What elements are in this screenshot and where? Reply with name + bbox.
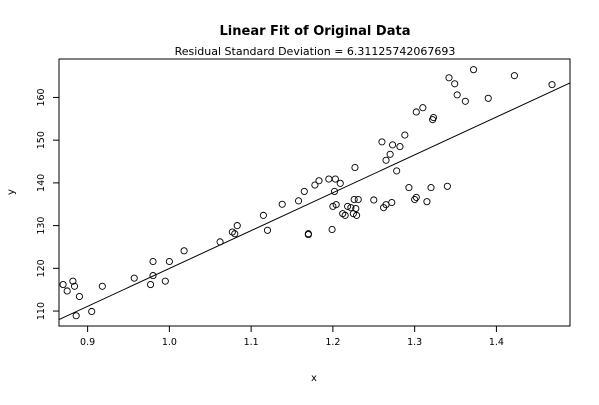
data-point	[328, 225, 336, 234]
data-point	[393, 167, 401, 175]
data-point	[453, 91, 461, 99]
data-point	[412, 108, 420, 116]
y-tick-label: 160	[36, 88, 47, 106]
data-point	[149, 272, 157, 280]
data-point	[330, 187, 339, 195]
data-point	[72, 312, 80, 320]
data-point	[231, 230, 239, 238]
data-point	[352, 204, 360, 213]
data-point	[332, 201, 340, 209]
x-tick-label: 1.4	[489, 337, 504, 348]
y-tick-label: 110	[36, 302, 47, 320]
y-axis-label: y	[6, 189, 17, 195]
y-tick-label: 130	[36, 217, 47, 235]
data-point	[548, 81, 556, 89]
data-point	[386, 150, 394, 158]
data-point	[427, 184, 435, 192]
data-point	[59, 281, 67, 289]
data-point	[216, 238, 224, 246]
data-point	[370, 196, 378, 204]
data-point	[401, 131, 409, 139]
data-point	[147, 281, 155, 289]
data-point	[315, 177, 323, 185]
data-point	[350, 195, 358, 204]
data-point	[336, 179, 344, 187]
data-point	[180, 247, 188, 255]
data-point	[70, 282, 79, 290]
data-point	[161, 277, 169, 285]
data-point	[484, 94, 492, 102]
data-point	[353, 211, 361, 219]
x-tick-label: 1.3	[407, 337, 422, 348]
data-point	[63, 287, 71, 295]
data-point	[344, 202, 352, 210]
data-point	[351, 163, 359, 172]
data-point	[443, 182, 451, 190]
data-point	[329, 202, 337, 210]
data-point	[331, 175, 339, 183]
x-tick-label: 0.9	[80, 337, 95, 348]
data-point	[382, 156, 390, 164]
data-point	[278, 200, 286, 208]
x-axis: 0.9 1.0 1.1 1.2 1.3 1.4	[80, 326, 504, 348]
data-point	[354, 195, 362, 204]
data-point	[510, 72, 518, 80]
data-point	[405, 184, 413, 192]
data-points	[59, 66, 556, 320]
data-point	[423, 198, 431, 206]
y-axis: 110 120 130 140 150 160	[36, 88, 59, 320]
data-point	[300, 187, 308, 195]
fit-line-group	[58, 82, 571, 321]
y-tick-label: 150	[36, 131, 47, 149]
data-point	[69, 277, 77, 285]
fit-line	[58, 82, 571, 321]
data-point	[311, 181, 319, 189]
data-point	[445, 74, 453, 82]
chart-title: Linear Fit of Original Data	[220, 24, 411, 39]
data-point	[389, 141, 397, 149]
plot-area-frame	[58, 58, 571, 327]
data-point	[75, 292, 83, 301]
data-point	[469, 66, 478, 74]
data-point	[165, 257, 173, 266]
data-point	[263, 226, 272, 234]
chart-subtitle: Residual Standard Deviation = 6.31125742…	[175, 45, 456, 58]
data-point	[98, 282, 106, 290]
data-point	[304, 230, 312, 238]
data-point	[341, 211, 349, 219]
data-point	[461, 97, 469, 105]
data-point	[412, 193, 420, 201]
data-point	[419, 104, 427, 112]
data-point	[429, 113, 438, 122]
data-point	[259, 211, 267, 219]
data-point	[451, 80, 459, 88]
x-tick-label: 1.2	[325, 337, 340, 348]
y-tick-label: 140	[36, 174, 47, 192]
data-point	[233, 222, 241, 230]
data-point	[347, 204, 355, 212]
data-point	[295, 197, 303, 205]
data-point	[388, 198, 396, 207]
data-point	[130, 274, 138, 282]
data-point	[88, 307, 96, 316]
x-axis-label: x	[311, 373, 317, 384]
x-tick-label: 1.1	[244, 337, 259, 348]
data-point	[378, 138, 386, 146]
data-point	[411, 195, 419, 204]
x-tick-label: 1.0	[162, 337, 177, 348]
y-tick-label: 120	[36, 259, 47, 277]
data-point	[149, 257, 157, 266]
data-point	[325, 175, 333, 183]
data-point	[396, 143, 404, 151]
